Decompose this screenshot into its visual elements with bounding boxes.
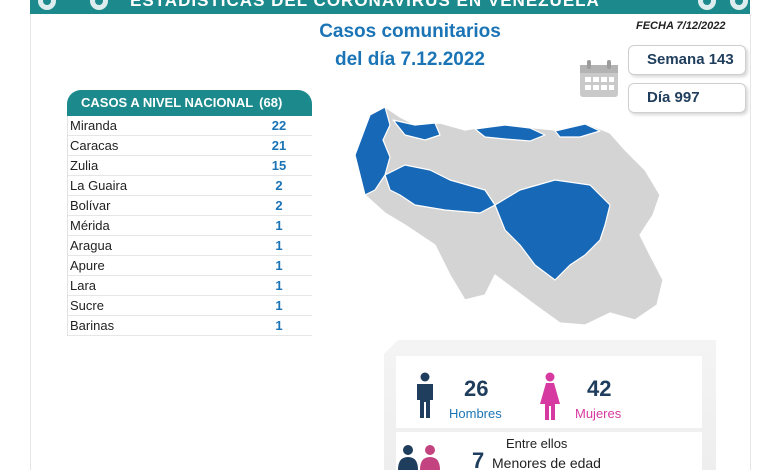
map-state-sucre <box>554 123 601 138</box>
table-row: Miranda 22 <box>68 116 312 136</box>
headline-line2: del día 7.12.2022 <box>335 49 485 70</box>
state-name: La Guaira <box>70 178 128 193</box>
map-state-bolivar <box>494 179 611 281</box>
title-banner: ESTADÍSTICAS DEL CORONAVIRUS EN VENEZUEL… <box>30 0 750 14</box>
man-icon <box>417 372 433 418</box>
case-count: 2 <box>275 198 283 213</box>
state-name: Caracas <box>70 138 119 153</box>
state-name: Lara <box>70 278 97 293</box>
virus-icon <box>730 0 748 10</box>
virus-icon <box>698 0 716 10</box>
venezuela-map <box>354 106 664 326</box>
left-border <box>30 14 31 470</box>
case-count: 1 <box>275 318 283 333</box>
table-row: Caracas 21 <box>68 136 312 156</box>
state-name: Zulia <box>70 158 99 173</box>
women-count: 42 <box>587 376 612 401</box>
week-pill: Semana 143 <box>628 45 746 75</box>
woman-icon <box>540 372 560 420</box>
state-name: Miranda <box>70 118 117 133</box>
case-count: 15 <box>271 158 287 173</box>
right-border <box>750 14 751 470</box>
table-row: Apure 1 <box>68 256 312 276</box>
state-name: Aragua <box>70 238 112 253</box>
state-name: Bolívar <box>70 198 111 213</box>
map-state-apure <box>384 164 496 214</box>
state-name: Apure <box>70 258 105 273</box>
table-row: Bolívar 2 <box>68 196 312 216</box>
case-count: 1 <box>275 238 283 253</box>
case-count: 1 <box>275 218 283 233</box>
state-name: Mérida <box>70 218 110 233</box>
table-row: La Guaira 2 <box>68 176 312 196</box>
cases-total: (68) <box>259 95 283 110</box>
case-count: 1 <box>275 298 283 313</box>
case-count: 21 <box>271 138 287 153</box>
minors-intro: Entre ellos <box>506 436 568 451</box>
minors-icon <box>398 445 440 470</box>
table-row: Lara 1 <box>68 276 312 296</box>
cases-table: Miranda 22 Caracas 21 Zulia 15 La Guaira 2 B… <box>67 116 312 336</box>
day-pill: Día 997 <box>628 83 746 113</box>
women-label: Mujeres <box>575 406 622 421</box>
men-count: 26 <box>464 376 489 401</box>
men-label: Hombres <box>449 406 502 421</box>
cases-table-title: CASOS A NIVEL NACIONAL <box>81 95 254 110</box>
table-row: Mérida 1 <box>68 216 312 236</box>
cases-table-header: CASOS A NIVEL NACIONAL (68) <box>67 90 312 116</box>
table-row: Sucre 1 <box>68 296 312 316</box>
banner-title: ESTADÍSTICAS DEL CORONAVIRUS EN VENEZUEL… <box>130 0 600 10</box>
state-name: Barinas <box>70 318 115 333</box>
case-count: 2 <box>275 178 283 193</box>
report-date: FECHA 7/12/2022 <box>636 20 726 32</box>
table-row: Aragua 1 <box>68 236 312 256</box>
headline-line1: Casos comunitarios <box>319 21 501 42</box>
state-name: Sucre <box>70 298 104 313</box>
minors-box <box>396 432 702 470</box>
case-count: 1 <box>275 258 283 273</box>
headline: Casos comunitarios del día 7.12.2022 <box>300 18 520 74</box>
minors-label: Menores de edad <box>492 455 601 470</box>
case-count: 1 <box>275 278 283 293</box>
table-row: Zulia 15 <box>68 156 312 176</box>
calendar-icon <box>580 60 618 97</box>
minors-count: 7 <box>472 448 485 470</box>
virus-icon <box>38 0 56 10</box>
virus-icon <box>90 0 108 10</box>
case-count: 22 <box>271 118 287 133</box>
map-state-falcon <box>392 119 441 141</box>
map-state-miranda <box>474 124 546 142</box>
map-state-zulia <box>354 106 391 196</box>
table-row: Barinas 1 <box>68 316 312 336</box>
